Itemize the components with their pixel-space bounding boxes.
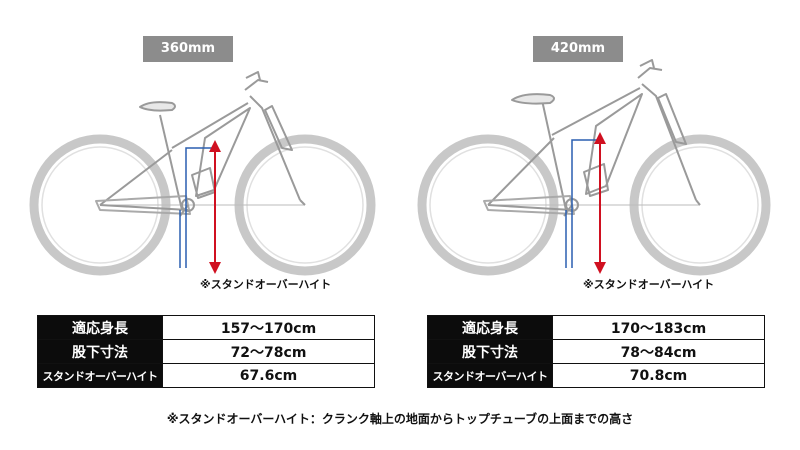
bike-frame bbox=[483, 59, 701, 217]
table-row: スタンドオーバーハイト 70.8cm bbox=[427, 363, 765, 388]
bike-illustration bbox=[417, 59, 771, 276]
row-value: 157〜170cm bbox=[162, 315, 375, 340]
size-panel-420: 420mm bbox=[400, 0, 800, 400]
stand-over-guide bbox=[565, 139, 598, 268]
size-badge: 360mm bbox=[143, 36, 233, 62]
row-value: 70.8cm bbox=[552, 363, 765, 388]
row-value: 67.6cm bbox=[162, 363, 375, 388]
row-key: スタンドオーバーハイト bbox=[427, 363, 553, 388]
spec-table: 適応身長 170〜183cm 股下寸法 78〜84cm スタンドオーバーハイト … bbox=[427, 315, 765, 388]
stand-over-arrow bbox=[594, 132, 606, 274]
row-key: スタンドオーバーハイト bbox=[37, 363, 163, 388]
row-value: 72〜78cm bbox=[162, 339, 375, 364]
row-key: 適応身長 bbox=[37, 315, 163, 340]
table-row: 適応身長 157〜170cm bbox=[37, 315, 375, 340]
stand-over-arrow bbox=[209, 140, 221, 274]
table-row: スタンドオーバーハイト 67.6cm bbox=[37, 363, 375, 388]
table-row: 股下寸法 78〜84cm bbox=[427, 339, 765, 364]
size-badge: 420mm bbox=[533, 36, 623, 62]
row-key: 適応身長 bbox=[427, 315, 553, 340]
row-value: 170〜183cm bbox=[552, 315, 765, 340]
bike-frame bbox=[95, 71, 306, 217]
row-key: 股下寸法 bbox=[37, 339, 163, 364]
table-row: 適応身長 170〜183cm bbox=[427, 315, 765, 340]
spec-table: 適応身長 157〜170cm 股下寸法 72〜78cm スタンドオーバーハイト … bbox=[37, 315, 375, 388]
stand-over-note: ※スタンドオーバーハイト bbox=[200, 278, 332, 291]
size-panel-360: 360mm bbox=[0, 0, 400, 400]
stand-over-guide bbox=[179, 147, 212, 268]
bike-illustration bbox=[29, 71, 376, 276]
row-key: 股下寸法 bbox=[427, 339, 553, 364]
stand-over-note: ※スタンドオーバーハイト bbox=[583, 278, 715, 291]
row-value: 78〜84cm bbox=[552, 339, 765, 364]
table-row: 股下寸法 72〜78cm bbox=[37, 339, 375, 364]
footnote: ※スタンドオーバーハイト：クランク軸上の地面からトップチューブの上面までの高さ bbox=[166, 412, 634, 426]
